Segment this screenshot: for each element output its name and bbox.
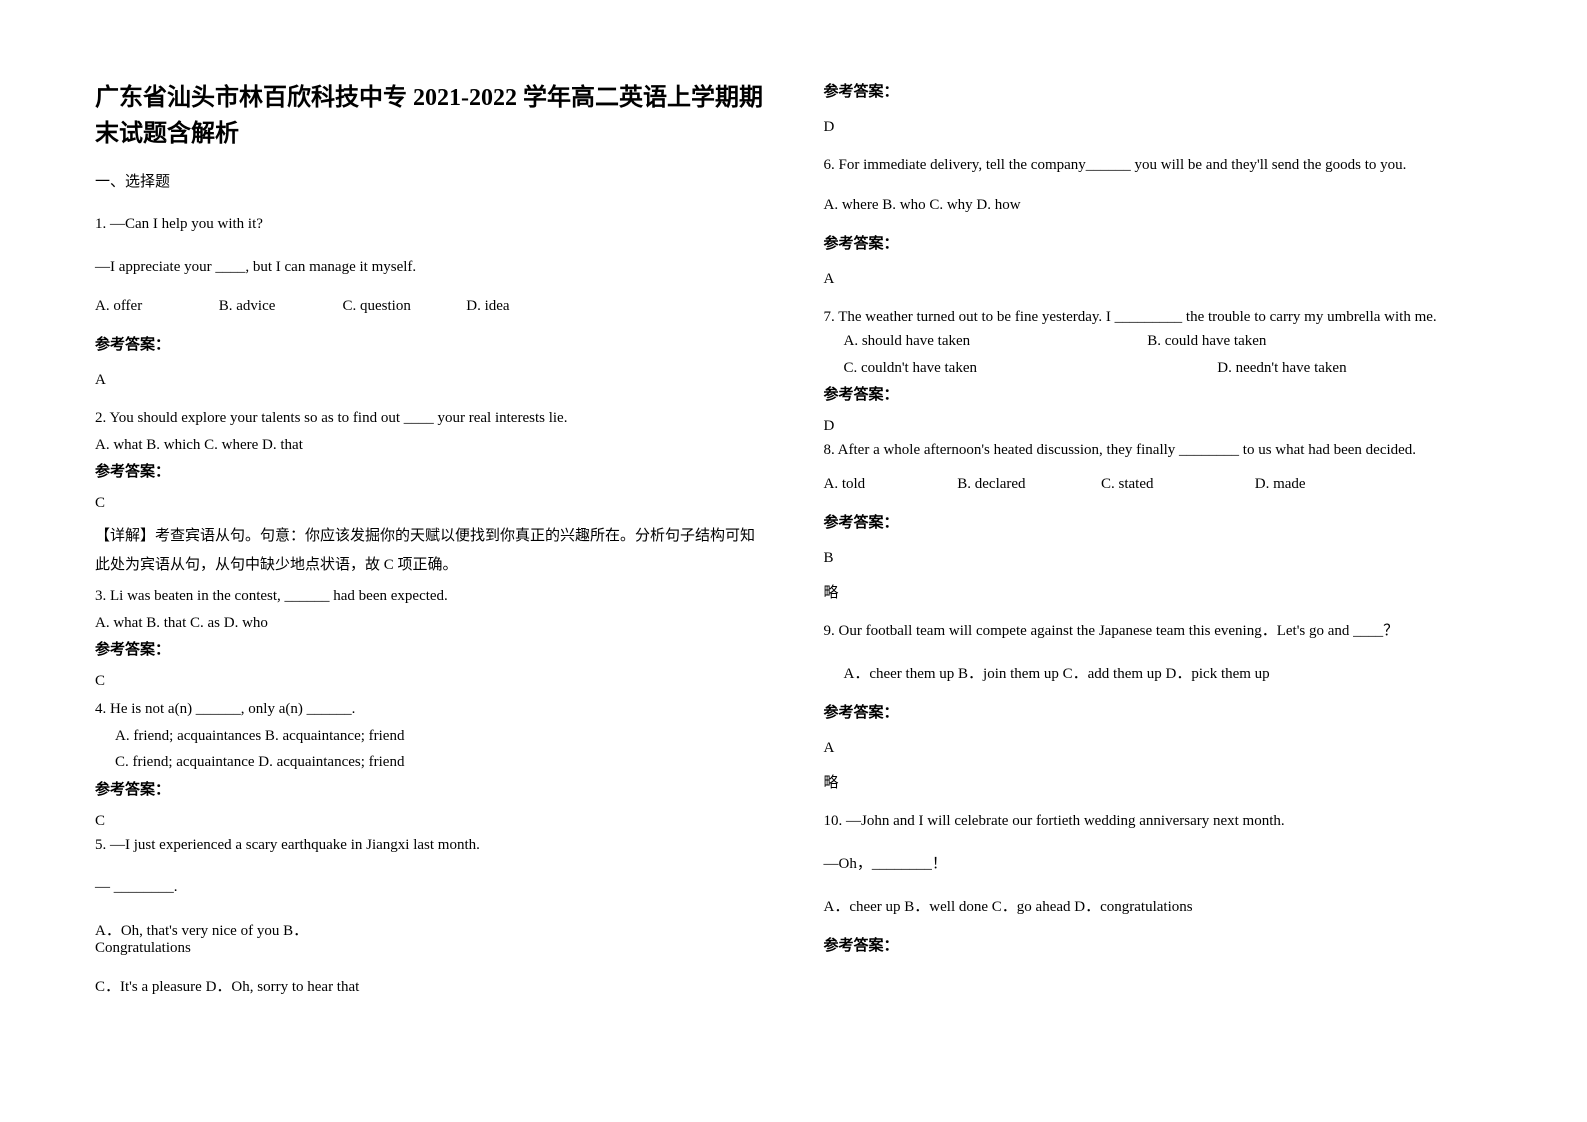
q6-answer: A: [824, 271, 1493, 288]
q7-answer-label: 参考答案：: [824, 383, 1493, 404]
document-title: 广东省汕头市林百欣科技中专 2021-2022 学年高二英语上学期期末试题含解析: [95, 80, 764, 152]
q9-options: A．cheer them up B．join them up C．add the…: [824, 662, 1493, 683]
q7-text: 7. The weather turned out to be fine yes…: [824, 306, 1493, 329]
q5-answer: D: [824, 119, 1493, 136]
q2-answer: C: [95, 495, 764, 512]
q3-options: A. what B. that C. as D. who: [95, 612, 764, 635]
q6-options: A. where B. who C. why D. how: [824, 197, 1493, 214]
section-heading: 一、选择题: [95, 170, 764, 191]
q6-text: 6. For immediate delivery, tell the comp…: [824, 154, 1493, 177]
q7-optC: C. couldn't have taken: [844, 357, 1214, 380]
q8-text: 8. After a whole afternoon's heated disc…: [824, 439, 1493, 462]
q2-answer-label: 参考答案：: [95, 460, 764, 481]
q5-line1: 5. —I just experienced a scary earthquak…: [95, 834, 764, 857]
q5-optA: A．Oh, that's very nice of you B．Congratu…: [95, 919, 345, 957]
q8-note: 略: [824, 581, 1493, 602]
q5-answer-label: 参考答案：: [824, 80, 1493, 101]
q3-answer-label: 参考答案：: [95, 638, 764, 659]
q5-optC: C．It's a pleasure D．Oh, sorry to hear th…: [95, 975, 359, 996]
q4-answer-label: 参考答案：: [95, 778, 764, 799]
q2-explanation: 【详解】考查宾语从句。句意：你应该发掘你的天赋以便找到你真正的兴趣所在。分析句子…: [95, 522, 764, 579]
q8-answer: B: [824, 550, 1493, 567]
q4-answer: C: [95, 813, 764, 830]
q10-line2: —Oh，________！: [824, 853, 1493, 876]
q8-optA: A. told: [824, 476, 954, 493]
q9-answer: A: [824, 740, 1493, 757]
q7-optA: A. should have taken: [844, 330, 1144, 353]
q5-optCD: C．It's a pleasure D．Oh, sorry to hear th…: [95, 975, 764, 996]
q1-optD: D. idea: [466, 298, 509, 315]
q8-answer-label: 参考答案：: [824, 511, 1493, 532]
left-column: 广东省汕头市林百欣科技中专 2021-2022 学年高二英语上学期期末试题含解析…: [95, 80, 764, 1014]
q1-optC: C. question: [343, 298, 463, 315]
q4-optCD: C. friend; acquaintance D. acquaintances…: [95, 751, 764, 774]
q8-optD: D. made: [1255, 476, 1306, 493]
q3-text: 3. Li was beaten in the contest, ______ …: [95, 585, 764, 608]
q10-options: A．cheer up B．well done C．go ahead D．cong…: [824, 895, 1493, 916]
q8-options: A. told B. declared C. stated D. made: [824, 476, 1493, 493]
q1-line2: —I appreciate your ____, but I can manag…: [95, 256, 764, 279]
q9-answer-label: 参考答案：: [824, 701, 1493, 722]
q4-text: 4. He is not a(n) ______, only a(n) ____…: [95, 698, 764, 721]
q5-optAB: A．Oh, that's very nice of you B．Congratu…: [95, 919, 764, 957]
q9-text: 9. Our football team will compete agains…: [824, 620, 1493, 643]
q2-text: 2. You should explore your talents so as…: [95, 407, 764, 430]
q8-optB: B. declared: [957, 476, 1097, 493]
q2-options: A. what B. which C. where D. that: [95, 434, 764, 457]
q7-row1: A. should have taken B. could have taken: [824, 330, 1493, 353]
q6-answer-label: 参考答案：: [824, 232, 1493, 253]
q1-answer-label: 参考答案：: [95, 333, 764, 354]
q7-answer: D: [824, 418, 1493, 435]
q9-note: 略: [824, 771, 1493, 792]
q1-optA: A. offer: [95, 298, 215, 315]
q10-line1: 10. —John and I will celebrate our forti…: [824, 810, 1493, 833]
q10-answer-label: 参考答案：: [824, 934, 1493, 955]
q4-optAB: A. friend; acquaintances B. acquaintance…: [95, 725, 764, 748]
document-content: 广东省汕头市林百欣科技中专 2021-2022 学年高二英语上学期期末试题含解析…: [95, 80, 1492, 1014]
q1-line1: 1. —Can I help you with it?: [95, 213, 764, 236]
q1-optB: B. advice: [219, 298, 339, 315]
right-column: 参考答案： D 6. For immediate delivery, tell …: [824, 80, 1493, 1014]
q1-options: A. offer B. advice C. question D. idea: [95, 298, 764, 315]
q3-answer: C: [95, 673, 764, 690]
q1-answer: A: [95, 372, 764, 389]
q8-optC: C. stated: [1101, 476, 1251, 493]
q7-optB: B. could have taken: [1147, 333, 1266, 349]
q5-line2: — ________.: [95, 876, 764, 899]
q7-optD: D. needn't have taken: [1217, 360, 1346, 376]
q7-row2: C. couldn't have taken D. needn't have t…: [824, 357, 1493, 380]
